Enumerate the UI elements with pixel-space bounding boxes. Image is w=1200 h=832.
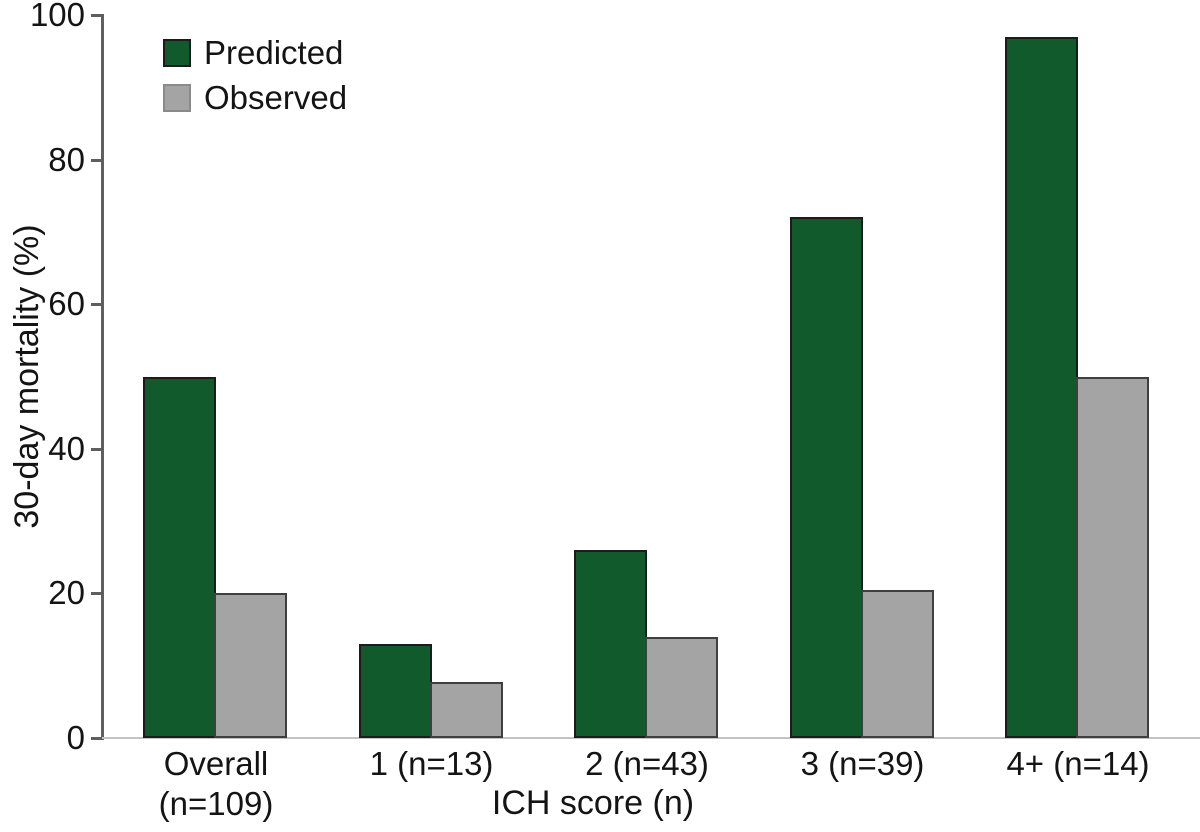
bar-observed-4plus <box>1076 376 1149 738</box>
x-tick-label-1: 1 (n=13) <box>302 744 562 784</box>
legend-swatch-predicted <box>163 39 191 67</box>
legend-label-predicted: Predicted <box>204 34 344 71</box>
bar-predicted-2 <box>574 550 647 738</box>
y-tick-mark-40 <box>91 447 102 451</box>
y-tick-label-100: 100 <box>29 0 85 33</box>
x-tick-label-line: 2 (n=43) <box>585 745 709 782</box>
x-axis-baseline <box>101 737 1200 739</box>
bar-predicted-overall <box>143 376 216 738</box>
legend-label-observed: Observed <box>204 79 348 116</box>
x-axis-title: ICH score (n) <box>491 784 695 822</box>
bar-group-1 <box>358 15 505 738</box>
plot-area <box>103 15 1200 738</box>
bar-predicted-4plus <box>1005 36 1078 738</box>
bar-group-2 <box>574 15 720 738</box>
y-axis-line <box>101 14 104 740</box>
bar-observed-overall <box>214 593 287 738</box>
y-axis-title: 30-day mortality (%) <box>8 224 46 529</box>
bar-group-3 <box>789 15 936 738</box>
legend-item-observed: Observed <box>163 81 347 115</box>
x-tick-label-line: 1 (n=13) <box>369 745 494 782</box>
y-tick-label-80: 80 <box>48 140 85 178</box>
bar-group-overall <box>143 15 289 738</box>
x-tick-label-4plus: 4+ (n=14) <box>948 744 1200 784</box>
y-tick-mark-100 <box>91 14 102 17</box>
y-tick-label-60: 60 <box>48 285 85 323</box>
x-tick-label-2: 2 (n=43) <box>517 744 777 784</box>
bar-observed-1 <box>429 682 503 738</box>
y-tick-mark-0 <box>91 737 102 740</box>
x-tick-label-line: Overall <box>163 745 269 782</box>
x-tick-label-line: 4+ (n=14) <box>1006 745 1150 782</box>
x-tick-label-overall: Overall (n=109) <box>86 744 346 824</box>
y-tick-mark-20 <box>91 592 102 596</box>
x-tick-label-3: 3 (n=39) <box>733 744 993 784</box>
bar-predicted-3 <box>789 217 863 738</box>
x-tick-label-line: (n=109) <box>158 785 274 822</box>
bar-predicted-1 <box>358 644 432 738</box>
bar-observed-2 <box>645 636 718 738</box>
legend-item-predicted: Predicted <box>163 36 347 70</box>
y-tick-mark-60 <box>91 303 102 307</box>
x-tick-label-line: 3 (n=39) <box>800 745 925 782</box>
bar-observed-3 <box>860 589 934 738</box>
legend: Predicted Observed <box>163 36 347 126</box>
y-tick-label-40: 40 <box>48 429 85 467</box>
bar-group-4plus <box>1005 15 1151 738</box>
y-tick-label-0: 0 <box>66 719 85 756</box>
y-tick-label-20: 20 <box>48 574 85 612</box>
legend-swatch-observed <box>163 84 191 112</box>
y-tick-mark-80 <box>91 158 102 162</box>
